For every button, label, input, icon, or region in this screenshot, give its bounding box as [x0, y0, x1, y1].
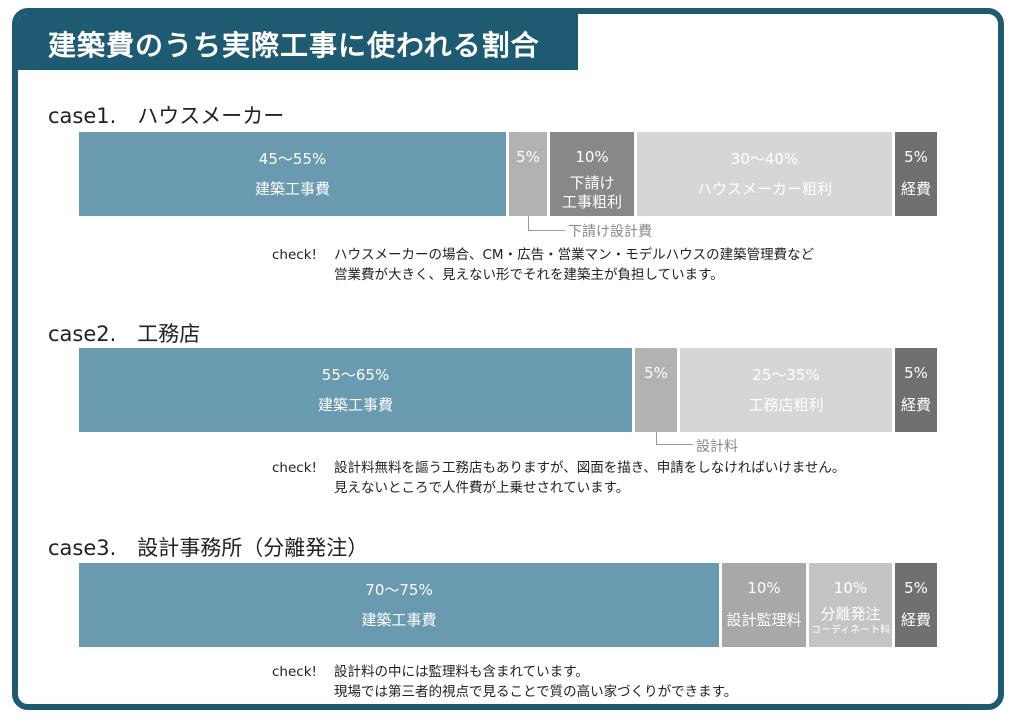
- case1-check-note: check! ハウスメーカーの場合、CM・広告・営業マン・モデルハウスの建築管理費…: [272, 245, 814, 285]
- case1-seg-design: 5%: [509, 132, 547, 216]
- seg-value: 5%: [904, 579, 928, 597]
- case2-callout-line: [656, 432, 693, 445]
- seg-label: 建築工事費: [361, 611, 437, 629]
- case2-seg-design: 5%: [635, 348, 677, 432]
- case2-seg-expense: 5% 経費: [895, 348, 937, 432]
- seg-label: 経費: [900, 180, 931, 198]
- seg-label-line1: 下請け: [569, 174, 615, 192]
- check-line1: ハウスメーカーの場合、CM・広告・営業マン・モデルハウスの建築管理費など: [334, 247, 815, 263]
- seg-value: 45〜55%: [258, 150, 327, 168]
- seg-value: 30〜40%: [730, 150, 799, 168]
- case2-seg-construction: 55〜65% 建築工事費: [79, 348, 632, 432]
- case1-seg-maker-margin: 30〜40% ハウスメーカー粗利: [637, 132, 892, 216]
- case3-seg-coordination: 10% 分離発注 コーディネート料: [809, 563, 892, 647]
- case2-check-note: check! 設計料無料を謳う工務店もありますが、図面を描き、申請をしなければいけ…: [272, 458, 845, 498]
- page-title: 建築費のうち実際工事に使われる割合: [48, 29, 540, 62]
- outer-frame: [12, 8, 1004, 710]
- seg-label-line2: 工事粗利: [561, 193, 622, 211]
- case2-callout-text: 設計料: [696, 439, 738, 455]
- seg-label: 下請け 工事粗利: [550, 174, 634, 212]
- seg-label-line1: 分離発注: [820, 605, 881, 623]
- check-label: check!: [272, 460, 317, 476]
- seg-value: 25〜35%: [752, 366, 820, 384]
- check-line2: 現場では第三者的視点で見ることで質の高い家づくりができます。: [334, 684, 738, 700]
- case3-seg-supervision: 10% 設計監理料: [722, 563, 806, 647]
- seg-value: 10%: [747, 579, 781, 597]
- title-banner: [18, 14, 578, 70]
- case3-title: case3. 設計事務所（分離発注）: [48, 536, 369, 560]
- case2-title: case2. 工務店: [48, 322, 201, 346]
- check-line1: 設計料の中には監理料も含まれています。: [334, 664, 589, 680]
- seg-value: 10%: [575, 148, 609, 166]
- seg-label: ハウスメーカー粗利: [696, 180, 832, 198]
- case1-bar: 45〜55% 建築工事費 5% 10% 下請け 工事粗利 30〜40% ハウスメ…: [79, 132, 937, 216]
- seg-sublabel: コーディネート料: [810, 625, 891, 636]
- seg-value: 5%: [644, 364, 668, 382]
- check-line2: 営業費が大きく、見えない形でそれを建築主が負担しています。: [334, 267, 724, 283]
- case3-bar: 70〜75% 建築工事費 10% 設計監理料 10% 分離発注 コーディネート料…: [79, 563, 937, 647]
- case1-title: case1. ハウスメーカー: [48, 104, 285, 128]
- seg-label: 建築工事費: [317, 396, 393, 414]
- check-label: check!: [272, 664, 317, 680]
- seg-label: 分離発注 コーディネート料: [809, 605, 892, 637]
- case3-seg-construction: 70〜75% 建築工事費: [79, 563, 719, 647]
- seg-label: 建築工事費: [254, 180, 330, 198]
- seg-value: 10%: [833, 579, 868, 597]
- seg-label: 経費: [900, 396, 931, 414]
- check-line2: 見えないところで人件費が上乗せされています。: [334, 480, 630, 496]
- case1-callout-text: 下請け設計費: [568, 224, 652, 240]
- case3-seg-expense: 5% 経費: [895, 563, 937, 647]
- case2-seg-builder-margin: 25〜35% 工務店粗利: [680, 348, 892, 432]
- case1-callout-line: [528, 216, 565, 231]
- seg-value: 55〜65%: [321, 366, 390, 384]
- case1-seg-subcontract: 10% 下請け 工事粗利: [550, 132, 634, 216]
- seg-value: 5%: [904, 148, 928, 166]
- seg-label: 設計監理料: [726, 611, 802, 629]
- case2-bar: 55〜65% 建築工事費 5% 25〜35% 工務店粗利 5% 経費: [79, 348, 937, 432]
- case3-check-note: check! 設計料の中には監理料も含まれています。 現場では第三者的視点で見るこ…: [272, 662, 737, 702]
- seg-value: 70〜75%: [365, 581, 433, 599]
- seg-label: 工務店粗利: [748, 396, 824, 414]
- check-label: check!: [272, 247, 317, 263]
- case1-seg-expense: 5% 経費: [895, 132, 937, 216]
- check-line1: 設計料無料を謳う工務店もありますが、図面を描き、申請をしなければいけません。: [334, 460, 846, 476]
- seg-label: 経費: [900, 611, 931, 629]
- case1-seg-construction: 45〜55% 建築工事費: [79, 132, 506, 216]
- seg-value: 5%: [904, 364, 928, 382]
- seg-value: 5%: [516, 148, 540, 166]
